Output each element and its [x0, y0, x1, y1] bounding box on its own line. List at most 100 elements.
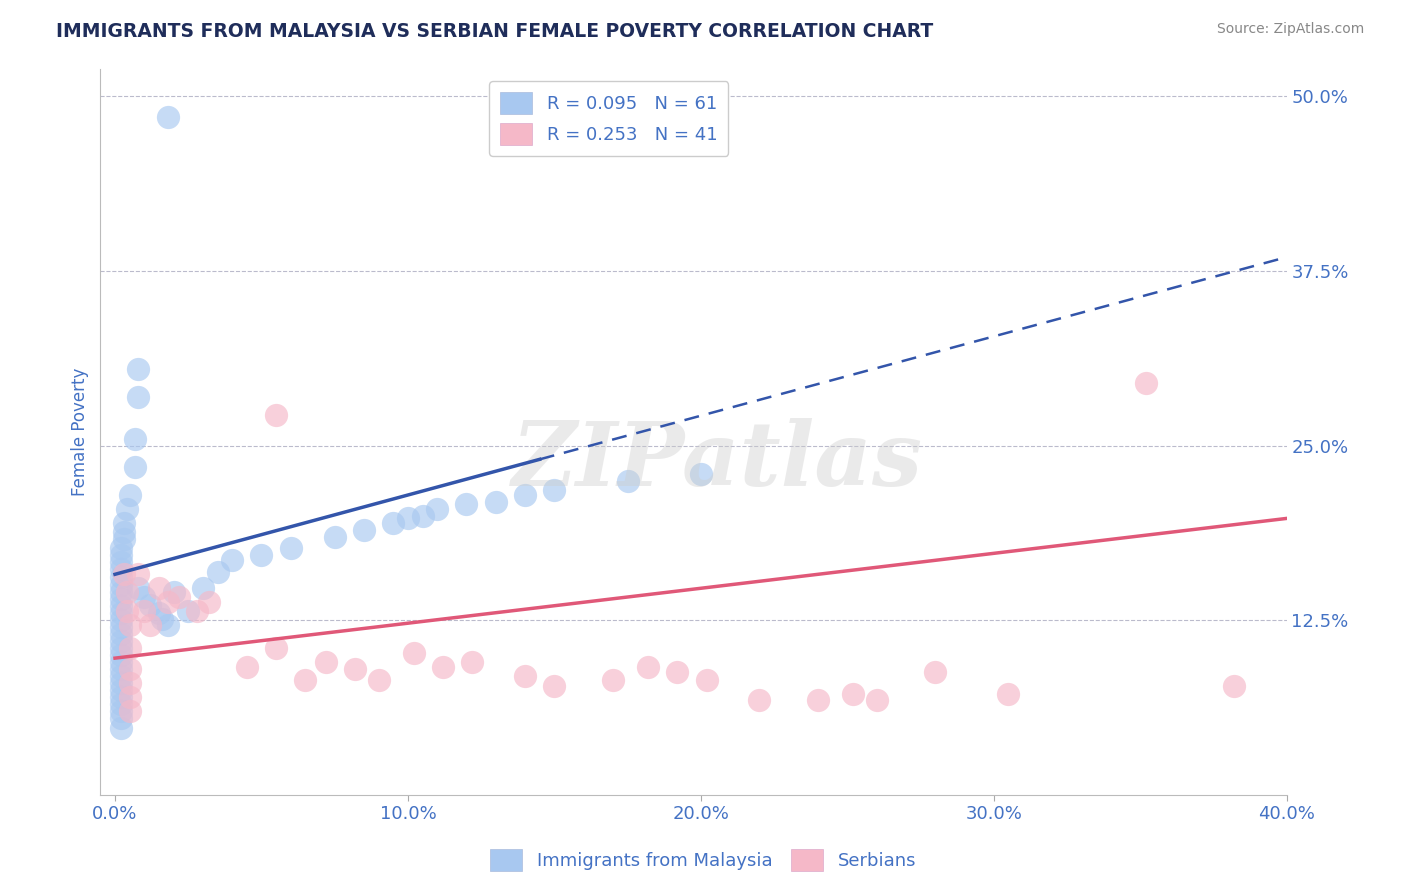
Point — [118, 617, 141, 632]
Point — [294, 673, 316, 688]
Point — [110, 627, 132, 641]
Text: Source: ZipAtlas.com: Source: ZipAtlas.com — [1216, 22, 1364, 37]
Point — [280, 541, 302, 555]
Point — [127, 567, 149, 582]
Y-axis label: Female Poverty: Female Poverty — [72, 368, 89, 496]
Point — [110, 607, 132, 621]
Point — [127, 390, 149, 404]
Point — [118, 662, 141, 676]
Point — [148, 582, 170, 596]
Point — [177, 604, 200, 618]
Point — [110, 669, 132, 683]
Point — [456, 498, 478, 512]
Point — [865, 693, 887, 707]
Point — [110, 711, 132, 725]
Point — [432, 659, 454, 673]
Legend: R = 0.095   N = 61, R = 0.253   N = 41: R = 0.095 N = 61, R = 0.253 N = 41 — [489, 81, 728, 156]
Point — [127, 362, 149, 376]
Point — [485, 494, 508, 508]
Point — [110, 634, 132, 648]
Point — [112, 525, 135, 540]
Point — [250, 548, 273, 562]
Point — [110, 704, 132, 718]
Point — [197, 595, 219, 609]
Point — [616, 474, 638, 488]
Point — [124, 459, 146, 474]
Point — [602, 673, 624, 688]
Point — [156, 595, 179, 609]
Point — [426, 501, 449, 516]
Point — [396, 511, 419, 525]
Point — [124, 432, 146, 446]
Point — [696, 673, 718, 688]
Point — [148, 607, 170, 621]
Point — [162, 585, 184, 599]
Point — [115, 604, 138, 618]
Point — [110, 683, 132, 698]
Point — [115, 585, 138, 599]
Point — [127, 582, 149, 596]
Point — [382, 516, 405, 530]
Point — [666, 665, 689, 679]
Point — [191, 582, 214, 596]
Point — [169, 590, 191, 604]
Point — [543, 679, 565, 693]
Point — [186, 604, 208, 618]
Point — [1223, 679, 1246, 693]
Point — [461, 656, 484, 670]
Text: IMMIGRANTS FROM MALAYSIA VS SERBIAN FEMALE POVERTY CORRELATION CHART: IMMIGRANTS FROM MALAYSIA VS SERBIAN FEMA… — [56, 22, 934, 41]
Point — [110, 562, 132, 576]
Point — [513, 488, 536, 502]
Point — [110, 555, 132, 569]
Point — [997, 688, 1019, 702]
Point — [543, 483, 565, 498]
Point — [112, 516, 135, 530]
Point — [112, 533, 135, 547]
Point — [110, 614, 132, 628]
Point — [110, 662, 132, 676]
Text: ZIPatlas: ZIPatlas — [512, 417, 922, 504]
Point — [807, 693, 830, 707]
Point — [353, 523, 375, 537]
Point — [207, 565, 229, 579]
Point — [110, 656, 132, 670]
Point — [110, 599, 132, 614]
Point — [315, 656, 337, 670]
Point — [150, 612, 173, 626]
Point — [924, 665, 946, 679]
Point — [110, 620, 132, 634]
Point — [139, 598, 162, 612]
Point — [110, 698, 132, 712]
Point — [134, 604, 156, 618]
Point — [110, 721, 132, 735]
Point — [344, 662, 367, 676]
Point — [118, 641, 141, 656]
Point — [110, 592, 132, 607]
Point — [264, 641, 287, 656]
Point — [110, 648, 132, 663]
Point — [842, 688, 865, 702]
Point — [748, 693, 770, 707]
Point — [110, 641, 132, 656]
Legend: Immigrants from Malaysia, Serbians: Immigrants from Malaysia, Serbians — [482, 842, 924, 879]
Point — [110, 548, 132, 562]
Point — [402, 646, 425, 660]
Point — [264, 408, 287, 422]
Point — [118, 676, 141, 690]
Point — [1135, 376, 1157, 390]
Point — [156, 111, 179, 125]
Point — [118, 704, 141, 718]
Point — [367, 673, 389, 688]
Point — [139, 617, 162, 632]
Point — [156, 617, 179, 632]
Point — [110, 578, 132, 592]
Point — [110, 570, 132, 584]
Point — [513, 669, 536, 683]
Point — [236, 659, 259, 673]
Point — [118, 488, 141, 502]
Point — [110, 585, 132, 599]
Point — [637, 659, 659, 673]
Point — [134, 590, 156, 604]
Point — [110, 676, 132, 690]
Point — [112, 567, 135, 582]
